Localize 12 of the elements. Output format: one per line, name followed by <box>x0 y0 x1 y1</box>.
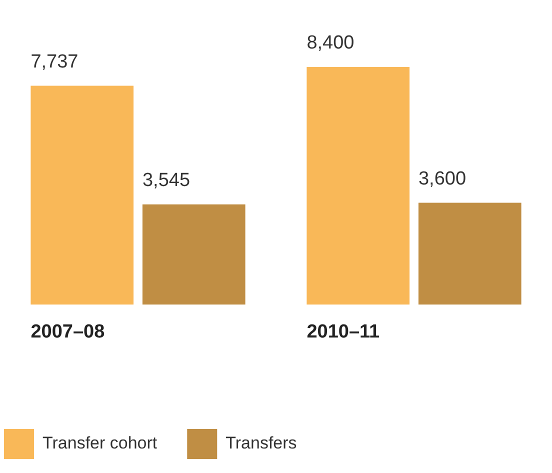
bar <box>418 202 522 305</box>
data-label: 3,600 <box>418 168 466 190</box>
bar <box>142 204 246 305</box>
bar <box>306 66 410 305</box>
x-tick-label: 2010–11 <box>306 321 380 342</box>
data-label: 3,545 <box>142 170 190 192</box>
data-label: 7,737 <box>30 51 78 72</box>
legend-label: Transfer cohort <box>42 434 158 453</box>
data-label: 8,400 <box>306 32 354 54</box>
bar <box>30 86 134 305</box>
x-tick-label: 2007–08 <box>30 321 105 342</box>
legend-label: Transfers <box>226 434 297 453</box>
